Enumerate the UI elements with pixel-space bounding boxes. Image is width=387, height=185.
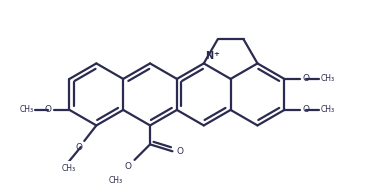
Text: O: O [177, 147, 184, 156]
Text: O: O [75, 143, 82, 152]
Text: CH₃: CH₃ [108, 176, 123, 185]
Text: CH₃: CH₃ [320, 105, 335, 115]
Text: CH₃: CH₃ [320, 74, 335, 83]
Text: CH₃: CH₃ [19, 105, 33, 115]
Text: O: O [45, 105, 51, 115]
Text: N: N [205, 51, 214, 61]
Text: +: + [213, 51, 219, 57]
Text: CH₃: CH₃ [62, 164, 76, 173]
Text: O: O [302, 74, 310, 83]
Text: O: O [302, 105, 310, 115]
Text: O: O [125, 162, 132, 171]
